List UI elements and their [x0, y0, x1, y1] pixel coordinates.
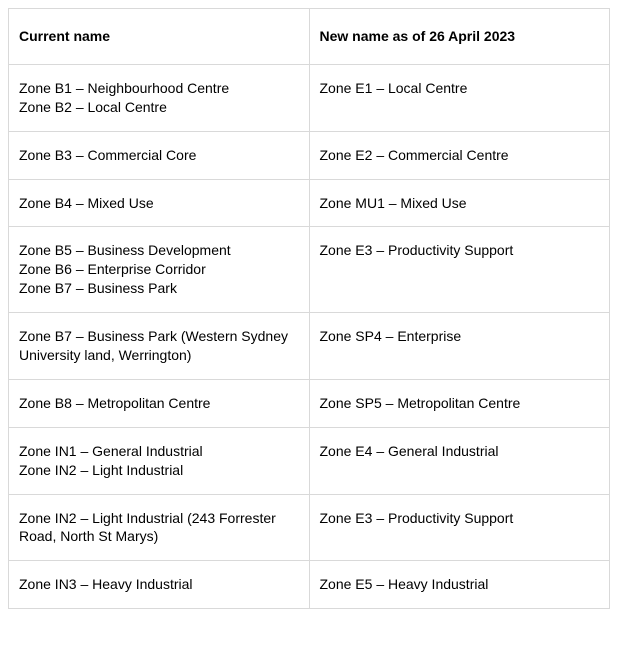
header-current-name: Current name	[9, 9, 310, 65]
cell-new-name: Zone SP4 – Enterprise	[309, 313, 610, 380]
cell-current-name: Zone B7 – Business Park (Western Sydney …	[9, 313, 310, 380]
cell-new-name: Zone SP5 – Metropolitan Centre	[309, 379, 610, 427]
table-row: Zone IN2 – Light Industrial (243 Forrest…	[9, 494, 610, 561]
cell-current-name: Zone B8 – Metropolitan Centre	[9, 379, 310, 427]
zone-rename-table: Current name New name as of 26 April 202…	[8, 8, 610, 609]
cell-new-name: Zone E2 – Commercial Centre	[309, 131, 610, 179]
table-row: Zone B1 – Neighbourhood Centre Zone B2 –…	[9, 64, 610, 131]
cell-new-name: Zone MU1 – Mixed Use	[309, 179, 610, 227]
cell-new-name: Zone E3 – Productivity Support	[309, 227, 610, 313]
cell-current-name: Zone B5 – Business Development Zone B6 –…	[9, 227, 310, 313]
cell-new-name: Zone E1 – Local Centre	[309, 64, 610, 131]
table-row: Zone IN1 – General Industrial Zone IN2 –…	[9, 427, 610, 494]
table-header-row: Current name New name as of 26 April 202…	[9, 9, 610, 65]
table-row: Zone B7 – Business Park (Western Sydney …	[9, 313, 610, 380]
cell-new-name: Zone E3 – Productivity Support	[309, 494, 610, 561]
table-row: Zone B3 – Commercial Core Zone E2 – Comm…	[9, 131, 610, 179]
cell-current-name: Zone IN1 – General Industrial Zone IN2 –…	[9, 427, 310, 494]
table-row: Zone IN3 – Heavy Industrial Zone E5 – He…	[9, 561, 610, 609]
cell-current-name: Zone B4 – Mixed Use	[9, 179, 310, 227]
cell-current-name: Zone IN3 – Heavy Industrial	[9, 561, 310, 609]
table-row: Zone B8 – Metropolitan Centre Zone SP5 –…	[9, 379, 610, 427]
table-row: Zone B4 – Mixed Use Zone MU1 – Mixed Use	[9, 179, 610, 227]
cell-current-name: Zone IN2 – Light Industrial (243 Forrest…	[9, 494, 310, 561]
cell-current-name: Zone B1 – Neighbourhood Centre Zone B2 –…	[9, 64, 310, 131]
cell-current-name: Zone B3 – Commercial Core	[9, 131, 310, 179]
table-row: Zone B5 – Business Development Zone B6 –…	[9, 227, 610, 313]
cell-new-name: Zone E5 – Heavy Industrial	[309, 561, 610, 609]
cell-new-name: Zone E4 – General Industrial	[309, 427, 610, 494]
header-new-name: New name as of 26 April 2023	[309, 9, 610, 65]
